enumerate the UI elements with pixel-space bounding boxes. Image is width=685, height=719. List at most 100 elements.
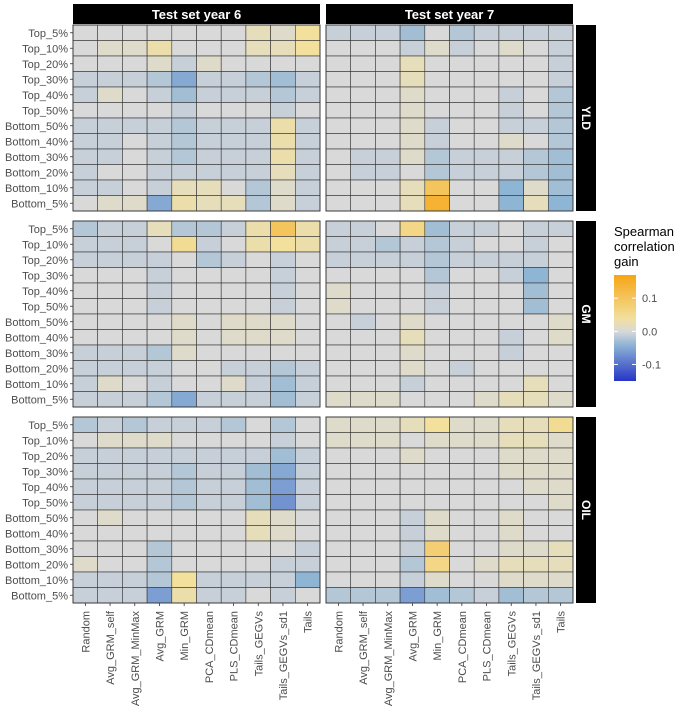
heatmap-cell (171, 195, 197, 212)
heatmap-cell (473, 463, 500, 480)
heatmap-cell (375, 571, 401, 588)
heatmap-cell (424, 40, 450, 57)
heatmap-cell (122, 282, 148, 299)
heatmap-cell (146, 24, 173, 41)
heatmap-cell (473, 267, 500, 284)
heatmap-cell (122, 329, 148, 346)
heatmap-cell (399, 391, 426, 408)
heatmap-cell (325, 102, 352, 119)
heatmap-cell (146, 432, 173, 449)
heatmap-cell (350, 164, 376, 181)
heatmap-cell (325, 432, 352, 449)
heatmap-cell (294, 148, 321, 165)
heatmap-cell (498, 86, 524, 103)
x-tick-label: Min_GRM (179, 611, 191, 661)
heatmap-cell (171, 432, 197, 449)
heatmap-cell (498, 313, 524, 330)
heatmap-cell (399, 540, 426, 557)
heatmap-cell (325, 24, 352, 41)
heatmap-cell (523, 360, 549, 377)
heatmap-cell (498, 117, 524, 134)
heatmap-cell (424, 267, 450, 284)
heatmap-cell (523, 133, 549, 150)
heatmap-cell (325, 179, 352, 196)
heatmap-cell (97, 432, 123, 449)
heatmap-cell (72, 313, 99, 330)
y-tick-label: Bottom_10% (5, 183, 68, 195)
heatmap-cell (547, 282, 574, 299)
heatmap-cell (325, 164, 352, 181)
heatmap-cell (171, 360, 197, 377)
panel-border (325, 220, 574, 408)
heatmap-cell (498, 282, 524, 299)
heatmap-cell (498, 432, 524, 449)
heatmap-cell (72, 102, 99, 119)
heatmap-cell (547, 540, 574, 557)
heatmap-cell (146, 267, 173, 284)
heatmap-cell (220, 329, 247, 346)
heatmap-cell (350, 494, 376, 511)
heatmap-cell (375, 195, 401, 212)
heatmap-cell (523, 40, 549, 57)
heatmap-cell (171, 267, 197, 284)
heatmap-cell (449, 282, 475, 299)
heatmap-cell (122, 571, 148, 588)
heatmap-cell (547, 148, 574, 165)
heatmap-cell (294, 86, 321, 103)
heatmap-cell (399, 463, 426, 480)
heatmap-cell (473, 55, 500, 72)
row-strip-label: YLD (579, 106, 593, 130)
x-tick-label: Avg_GRM (407, 611, 419, 662)
y-tick-label: Bottom_20% (5, 167, 68, 179)
heatmap-cell (245, 478, 271, 495)
heatmap-cell (245, 164, 271, 181)
heatmap-cell (146, 587, 173, 604)
heatmap-cell (473, 148, 500, 165)
heatmap-cell (424, 329, 450, 346)
heatmap-cell (473, 447, 500, 464)
heatmap-cell (350, 391, 376, 408)
heatmap-cell (399, 432, 426, 449)
heatmap-cell (375, 375, 401, 392)
heatmap-cell (270, 587, 296, 604)
heatmap-cell (523, 478, 549, 495)
heatmap-cell (72, 133, 99, 150)
heatmap-cell (171, 179, 197, 196)
heatmap-cell (449, 55, 475, 72)
heatmap-cell (294, 179, 321, 196)
heatmap-cell (122, 432, 148, 449)
heatmap-cell (473, 164, 500, 181)
heatmap-cell (97, 282, 123, 299)
heatmap-cell (498, 71, 524, 88)
heatmap-cell (97, 148, 123, 165)
heatmap-cell (375, 179, 401, 196)
heatmap-cell (171, 133, 197, 150)
heatmap-cell (325, 509, 352, 526)
column-strip (326, 4, 573, 24)
heatmap-cell (523, 416, 549, 433)
heatmap-cell (399, 375, 426, 392)
heatmap-cell (375, 220, 401, 237)
heatmap-cell (399, 416, 426, 433)
heatmap-cell (547, 391, 574, 408)
heatmap-cell (97, 71, 123, 88)
heatmap-cell (97, 24, 123, 41)
heatmap-cell (270, 329, 296, 346)
heatmap-cell (294, 195, 321, 212)
heatmap-cell (449, 195, 475, 212)
heatmap-cell (523, 55, 549, 72)
heatmap-cell (97, 164, 123, 181)
heatmap-cell (498, 220, 524, 237)
heatmap-cell (72, 432, 99, 449)
heatmap-cell (424, 391, 450, 408)
y-tick-label: Bottom_5% (11, 198, 68, 210)
x-tick-label: Avg_GRM (154, 611, 166, 662)
heatmap-cell (72, 540, 99, 557)
heatmap-cell (146, 117, 173, 134)
heatmap-cell (350, 195, 376, 212)
heatmap-cell (171, 587, 197, 604)
heatmap-cell (498, 298, 524, 315)
heatmap-cell (473, 179, 500, 196)
y-tick-label: Bottom_30% (5, 348, 68, 360)
heatmap-cell (294, 416, 321, 433)
